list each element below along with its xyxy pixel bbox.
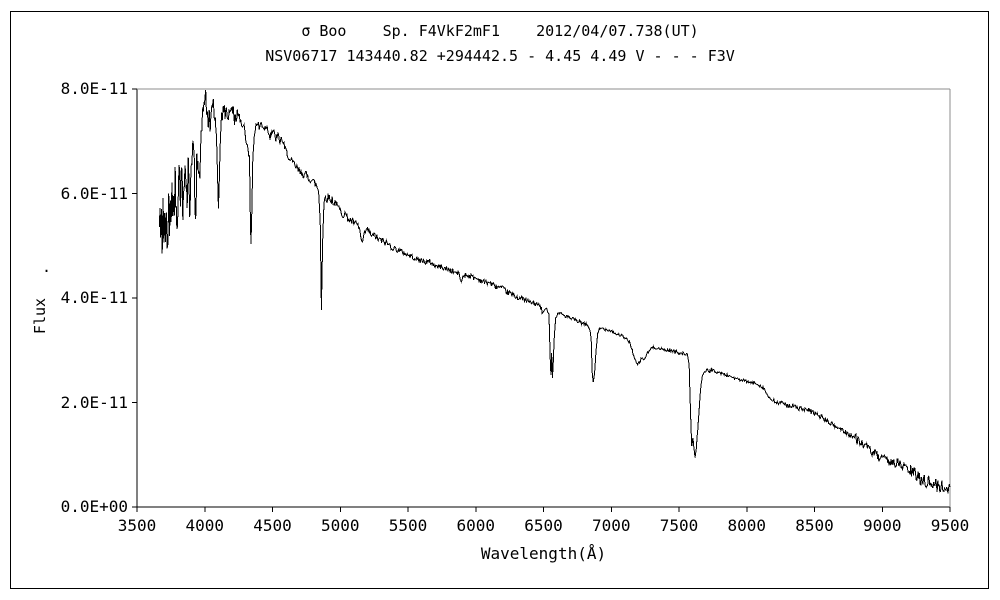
x-tick-label: 5000 [320, 516, 360, 535]
chart-title-line1: σ Boo Sp. F4VkF2mF1 2012/04/07.738(UT) [301, 22, 699, 40]
x-tick-label: 8000 [727, 516, 767, 535]
x-tick-label: 5500 [388, 516, 428, 535]
x-tick-label: 3500 [117, 516, 157, 535]
x-tick-label: 4500 [253, 516, 292, 535]
chart-title-line2: NSV06717 143440.82 +294442.5 - 4.45 4.49… [265, 47, 735, 65]
x-tick-label: 6500 [524, 516, 563, 535]
y-tick-label: 4.0E-11 [60, 288, 128, 307]
x-tick-label: 9000 [862, 516, 902, 535]
x-tick-label: 8500 [795, 516, 834, 535]
y-axis-label-dot: . [42, 258, 52, 276]
x-tick-label: 4000 [185, 516, 225, 535]
x-axis-label: Wavelength(Å) [480, 544, 607, 563]
x-tick-label: 7000 [591, 516, 631, 535]
spectrum-line [158, 90, 951, 494]
x-tick-label: 9500 [930, 516, 970, 535]
x-tick-label: 6000 [456, 516, 496, 535]
y-tick-label: 6.0E-11 [60, 183, 128, 203]
x-tick-label: 7500 [659, 516, 699, 535]
y-tick-label: 8.0E-11 [60, 79, 128, 98]
figure-border [10, 11, 989, 589]
y-tick-label: 2.0E-11 [60, 392, 128, 412]
y-tick-label: 0.0E+00 [60, 497, 128, 516]
